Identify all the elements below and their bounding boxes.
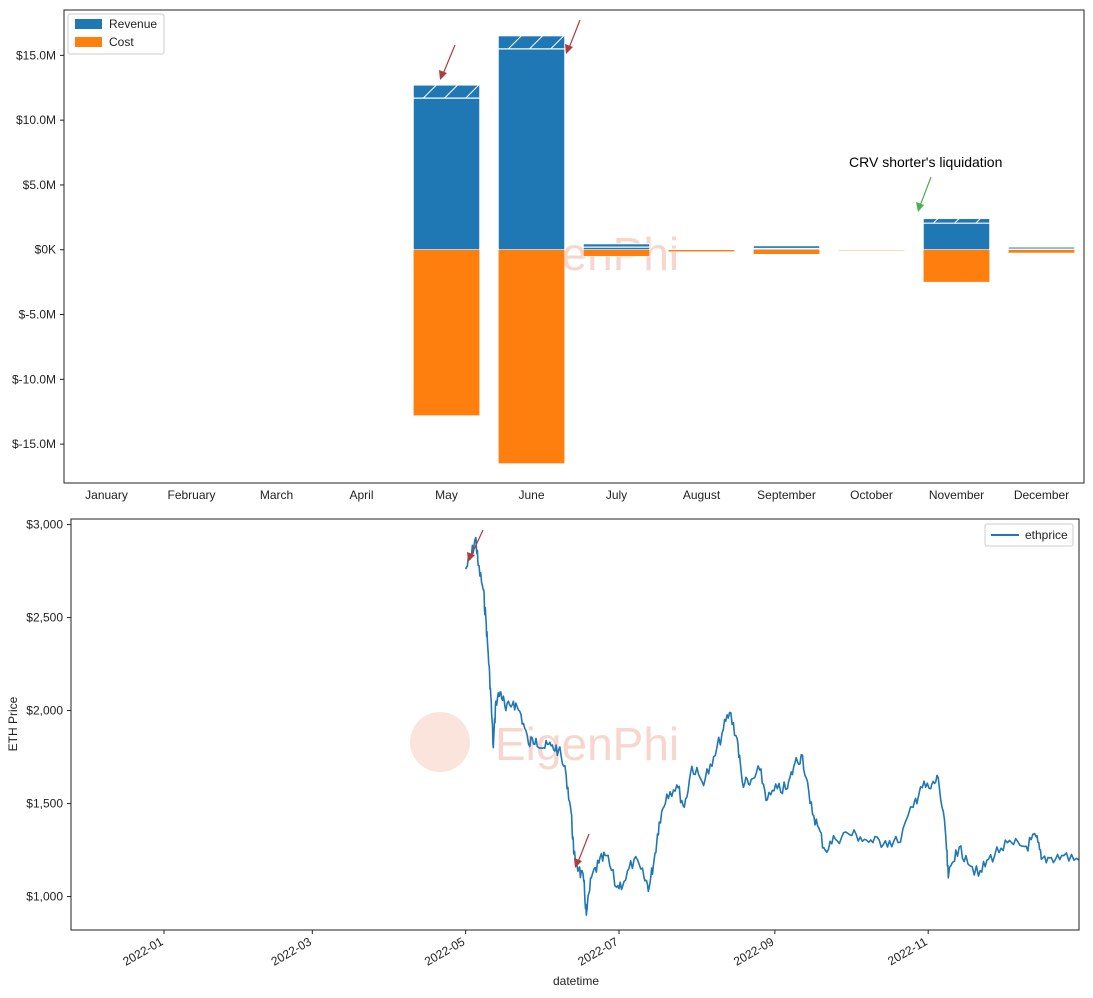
x-tick-label: 2022-09: [731, 934, 776, 968]
x-tick-label: January: [85, 488, 128, 502]
legend: Revenue Cost: [67, 13, 165, 55]
revenue-hatch-stroke: [444, 84, 458, 99]
y-tick-label: $-10.0M: [12, 372, 56, 386]
revenue-bar: [752, 245, 821, 251]
cost-bar: [498, 249, 565, 464]
y-tick-label: $2,500: [26, 611, 63, 625]
top-plot-frame: [63, 9, 1085, 484]
y-tick-label: $0K: [35, 243, 56, 257]
revenue-cost-bar-chart: EigenPhi $15.0M$10.0M$5.0M$0K$-5.0M$-10.…: [12, 9, 1085, 502]
legend-swatch-revenue: [75, 19, 102, 29]
x-tick-label: August: [683, 488, 721, 502]
x-tick-label: December: [1014, 488, 1069, 502]
watermark-logo-icon: [410, 712, 470, 772]
legend-label-revenue: Revenue: [109, 17, 157, 31]
x-tick-label: November: [929, 488, 984, 502]
annotation-crv-liquidation: CRV shorter's liquidation: [849, 154, 1002, 170]
bar-series-group: [412, 35, 1076, 464]
revenue-bar: [497, 35, 566, 251]
annotations: CRV shorter's liquidation: [439, 19, 1002, 212]
annotation-arrow-red-june: [577, 833, 590, 863]
x-axis-label: datetime: [553, 974, 599, 988]
revenue-bar: [412, 84, 481, 251]
cost-bar: [668, 249, 735, 252]
eth-price-line-chart: EigenPhi $1,000$1,500$2,000$2,500$3,000 …: [6, 518, 1080, 988]
y-axis-ticks: $15.0M $10.0M $5.0M $0K $-5.0M $-10.0M $-15.0M: [12, 48, 64, 451]
arrow-head-icon: [467, 552, 475, 562]
cost-bar: [1008, 249, 1075, 254]
revenue-hatch-stroke: [550, 35, 565, 50]
x-tick-label: 2022-11: [885, 934, 930, 968]
arrow-head-icon: [565, 44, 573, 54]
revenue-hatch-stroke: [507, 35, 522, 50]
y-tick-label: $10.0M: [16, 113, 56, 127]
x-tick-label: 2022-03: [269, 934, 314, 968]
revenue-bar: [922, 218, 991, 251]
y-tick-label: $15.0M: [16, 48, 56, 62]
x-tick-label: May: [435, 488, 458, 502]
y-tick-label: $3,000: [26, 518, 63, 532]
x-tick-label: April: [349, 488, 373, 502]
revenue-hatch-stroke: [954, 218, 960, 224]
cost-bar: [838, 249, 905, 251]
watermark-text: EigenPhi: [495, 718, 679, 770]
y-tick-label: $5.0M: [23, 178, 56, 192]
revenue-hatch-stroke: [422, 84, 437, 99]
cost-bar: [583, 249, 650, 257]
revenue-hatch-stroke: [529, 35, 543, 50]
revenue-hatch-stroke: [465, 84, 480, 99]
x-tick-label: October: [850, 488, 893, 502]
y-tick-label: $1,500: [26, 797, 63, 811]
cost-bar: [413, 249, 480, 416]
revenue-hatch-stroke: [932, 218, 939, 224]
legend-box: [984, 523, 1074, 547]
annotation-arrow-red-june: [568, 19, 581, 49]
x-tick-label: February: [167, 488, 215, 502]
cost-bar: [923, 249, 990, 283]
revenue-hatch-stroke: [975, 218, 981, 224]
legend-swatch-cost: [75, 37, 102, 47]
cost-bar: [753, 249, 820, 255]
y-tick-label: $2,000: [26, 704, 63, 718]
x-tick-label: 2022-01: [120, 934, 165, 968]
annotations: [467, 529, 590, 868]
legend-label-ethprice: ethprice: [1025, 528, 1068, 542]
annotation-arrow-red-may: [470, 529, 484, 557]
x-tick-label: March: [260, 488, 293, 502]
legend-label-cost: Cost: [109, 35, 134, 49]
y-tick-label: $1,000: [26, 890, 63, 904]
x-tick-label: June: [518, 488, 544, 502]
line-series-group: [464, 536, 1080, 916]
ethprice-line: [464, 536, 1080, 916]
annotation-arrow-red-may: [442, 44, 456, 75]
y-axis-ticks: $1,000 $1,500 $2,000 $2,500 $3,000: [26, 518, 71, 904]
y-tick-label: $-5.0M: [19, 308, 56, 322]
annotation-arrow-green: [919, 176, 932, 207]
x-tick-label: July: [606, 488, 627, 502]
y-axis-label: ETH Price: [6, 696, 20, 751]
x-tick-label: 2022-07: [575, 934, 620, 968]
bottom-plot-frame: [70, 518, 1080, 931]
arrow-head-icon: [916, 202, 924, 212]
x-tick-label: September: [757, 488, 816, 502]
y-tick-label: $-15.0M: [12, 437, 56, 451]
arrow-head-icon: [574, 858, 582, 868]
x-axis-ticks: January February March April May June July Augu…: [85, 488, 1069, 502]
arrow-head-icon: [439, 70, 447, 80]
legend: ethprice: [984, 523, 1074, 547]
x-axis-ticks: 2022-01 2022-03 2022-05 2022-07 2022-09 2022-…: [120, 930, 930, 969]
x-tick-label: 2022-05: [422, 934, 467, 968]
